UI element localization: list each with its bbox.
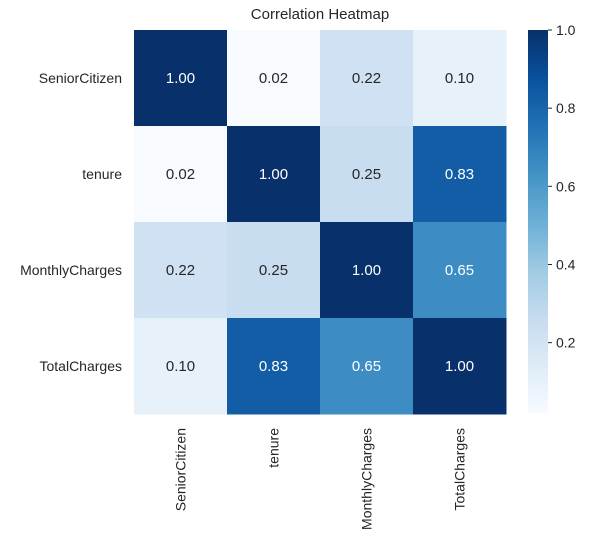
- cell-annotation: 0.10: [166, 358, 195, 375]
- cell-annotation: 0.65: [445, 262, 474, 279]
- cell-annotation: 1.00: [166, 70, 195, 87]
- colorbar: [528, 30, 548, 413]
- cell-annotation: 0.83: [445, 166, 474, 183]
- x-tick-label: TotalCharges: [452, 428, 468, 511]
- y-tick-label: TotalCharges: [40, 358, 123, 374]
- colorbar-tick-label: 0.6: [556, 178, 576, 194]
- y-tick-label: tenure: [82, 166, 122, 182]
- heatmap-cell: [320, 318, 414, 415]
- cell-annotation: 0.25: [259, 262, 288, 279]
- y-tick-label: SeniorCitizen: [39, 70, 122, 86]
- cell-annotation: 0.65: [352, 358, 381, 375]
- cell-annotation: 0.22: [166, 262, 195, 279]
- cell-annotation: 0.22: [352, 70, 381, 87]
- chart-title: Correlation Heatmap: [250, 6, 390, 23]
- cell-annotation: 0.02: [166, 166, 195, 183]
- heatmap-cell: [413, 126, 507, 223]
- heatmap-cell: [320, 126, 414, 223]
- heatmap-cell: [227, 30, 321, 127]
- x-tick-label: SeniorCitizen: [173, 428, 189, 511]
- cell-annotation: 1.00: [259, 166, 288, 183]
- cell-annotation: 1.00: [445, 358, 474, 375]
- heatmap-cell: [413, 318, 507, 415]
- colorbar-tick-label: 0.8: [556, 100, 576, 116]
- y-tick-label: MonthlyCharges: [20, 262, 122, 278]
- heatmap-cell: [227, 222, 321, 319]
- heatmap-cell: [320, 30, 414, 127]
- heatmap-cell: [134, 318, 228, 415]
- heatmap-cell: [134, 222, 228, 319]
- heatmap-cell: [413, 222, 507, 319]
- heatmap-cell: [227, 318, 321, 415]
- heatmap-cell: [413, 30, 507, 127]
- cell-annotation: 0.10: [445, 70, 474, 87]
- heatmap-cell: [134, 30, 228, 127]
- colorbar-tick-label: 0.4: [556, 256, 576, 272]
- colorbar-tick-label: 0.2: [556, 335, 576, 351]
- x-tick-label: tenure: [266, 428, 282, 468]
- heatmap-cell: [134, 126, 228, 223]
- heatmap-cell: [227, 126, 321, 223]
- cell-annotation: 1.00: [352, 262, 381, 279]
- heatmap-cell: [320, 222, 414, 319]
- x-tick-label: MonthlyCharges: [359, 428, 375, 530]
- cell-annotation: 0.83: [259, 358, 288, 375]
- colorbar-tick-label: 1.0: [556, 22, 576, 38]
- cell-annotation: 0.25: [352, 166, 381, 183]
- cell-annotation: 0.02: [259, 70, 288, 87]
